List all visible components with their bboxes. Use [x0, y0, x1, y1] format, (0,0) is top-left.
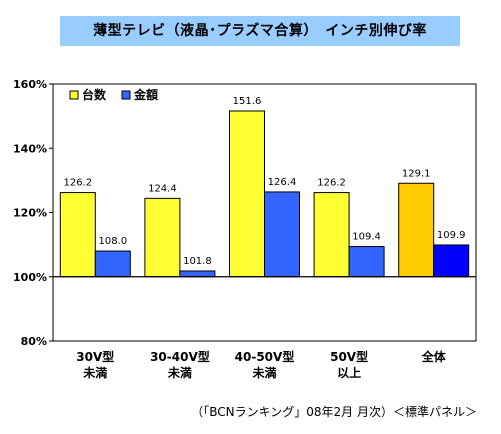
legend-label: 台数	[82, 87, 107, 102]
data-label: 129.1	[402, 168, 431, 179]
bar-units	[144, 197, 181, 278]
bar-amount	[348, 246, 385, 278]
data-label: 126.2	[317, 178, 346, 189]
y-tick-label: 160%	[13, 78, 47, 91]
y-tick-label: 120%	[13, 207, 47, 220]
category-label: 30V型	[76, 349, 114, 364]
data-label: 108.0	[98, 236, 127, 247]
y-tick-label: 100%	[13, 271, 47, 284]
bar-units	[229, 110, 265, 278]
y-tick-label: 140%	[13, 142, 47, 155]
chart-title-banner: 薄型テレビ（液晶･プラズマ合算） インチ別伸び率	[60, 16, 460, 46]
y-tick-label: 80%	[21, 335, 47, 348]
legend-swatch-units	[69, 90, 79, 100]
bar-units	[59, 192, 96, 278]
category-label: 未満	[167, 365, 192, 380]
category-label: 未満	[251, 365, 276, 380]
category-label: 30-40V型	[150, 349, 210, 364]
category-label: 全体	[421, 349, 447, 364]
data-label: 124.4	[148, 183, 177, 194]
category-label: 40-50V型	[235, 349, 295, 364]
data-label: 126.4	[268, 177, 297, 188]
chart-title: 薄型テレビ（液晶･プラズマ合算） インチ別伸び率	[93, 23, 427, 39]
data-label: 151.6	[233, 96, 262, 107]
bar-amount	[94, 250, 131, 278]
bar-amount	[433, 244, 470, 278]
bar-units	[398, 182, 435, 278]
data-label: 126.2	[63, 178, 92, 189]
bar-amount	[264, 191, 300, 278]
category-label: 以上	[337, 365, 361, 380]
bar-amount	[179, 270, 216, 278]
category-label: 未満	[82, 365, 107, 380]
category-label: 50V型	[330, 349, 368, 364]
data-label: 109.9	[437, 230, 466, 241]
data-label: 109.4	[352, 232, 381, 243]
legend-label: 金額	[133, 87, 158, 102]
data-label: 101.8	[183, 256, 212, 267]
source-note: （「BCNランキング」08年2月 月次）＜標準パネル＞	[191, 405, 477, 419]
legend-swatch-amount	[121, 90, 131, 100]
bar-units	[313, 192, 350, 278]
